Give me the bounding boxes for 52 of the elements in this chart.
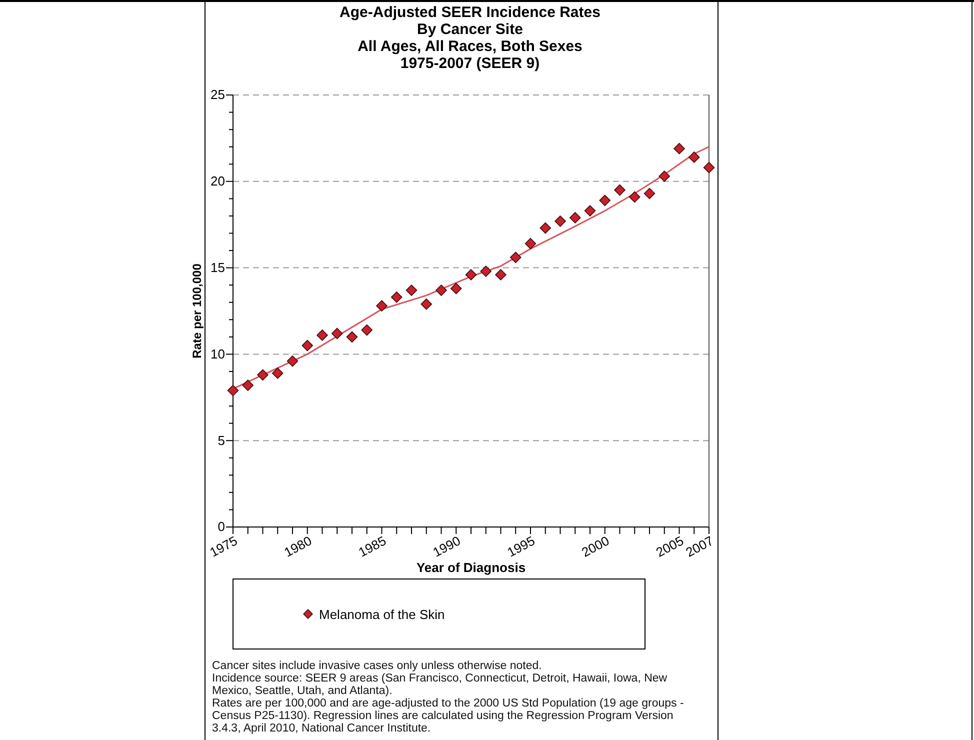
y-tick-label: 25 xyxy=(210,87,225,102)
x-tick-label: 1980 xyxy=(282,533,314,560)
point xyxy=(658,170,670,182)
x-axis-title: Year of Diagnosis xyxy=(416,560,526,575)
y-tick-label: 0 xyxy=(218,519,225,534)
point xyxy=(316,330,328,341)
point xyxy=(346,331,358,343)
point xyxy=(420,298,432,310)
y-axis-title: Rate per 100,000 xyxy=(190,263,204,358)
point xyxy=(628,191,640,203)
point xyxy=(227,384,239,396)
point xyxy=(584,205,596,216)
point xyxy=(286,355,298,367)
point xyxy=(406,284,418,296)
point xyxy=(540,222,552,234)
point xyxy=(465,269,477,280)
point xyxy=(480,266,492,277)
x-tick-label: 2000 xyxy=(579,533,612,560)
x-tick-label: 1975 xyxy=(207,533,240,560)
y-tick-label: 10 xyxy=(210,346,225,362)
point xyxy=(599,194,611,206)
point xyxy=(614,184,626,196)
point xyxy=(703,162,715,174)
point xyxy=(688,152,700,163)
x-tick-label: 1990 xyxy=(430,533,463,560)
point xyxy=(390,292,402,303)
text: Rates are per 100,000 and are age-adjusted to the 2000 US Std Population (19 age groups - Census P25-1130). Regression lines are calculated using the Regression Program Version 3.4.3, April 2010, National Cancer Institute. xyxy=(212,698,684,734)
point xyxy=(331,328,343,340)
point xyxy=(524,238,536,250)
point xyxy=(495,269,506,280)
point xyxy=(302,340,314,352)
chart-title: Age-Adjusted SEER Incidence Rates By Cancer Site All Ages, All Races, Both Sexes 1975-2007 (SEER 9) xyxy=(340,4,600,72)
point xyxy=(569,212,581,224)
text: Incidence source: SEER 9 areas (San Francisco, Connecticut, Detroit, Hawaii, Iowa, New Mexico, Seattle, Utah, and Atlanta). xyxy=(212,672,668,697)
point xyxy=(257,369,268,381)
point xyxy=(361,324,373,336)
point xyxy=(242,380,254,391)
y-tick-label: 15 xyxy=(210,260,225,275)
legend-label: Melanoma of the Skin xyxy=(319,607,445,622)
point xyxy=(674,142,685,154)
point xyxy=(510,252,522,264)
point xyxy=(450,282,462,294)
y-tick-label: 20 xyxy=(210,174,225,189)
point xyxy=(376,300,388,312)
point xyxy=(272,368,284,379)
y-tick-label: 5 xyxy=(218,432,225,448)
x-tick-label: 1985 xyxy=(356,533,389,560)
x-tick-label: 1995 xyxy=(504,533,538,560)
text: Cancer sites include invasive cases only unless otherwise noted. xyxy=(212,660,542,672)
point xyxy=(554,216,566,227)
point xyxy=(644,188,656,200)
point xyxy=(436,284,447,296)
